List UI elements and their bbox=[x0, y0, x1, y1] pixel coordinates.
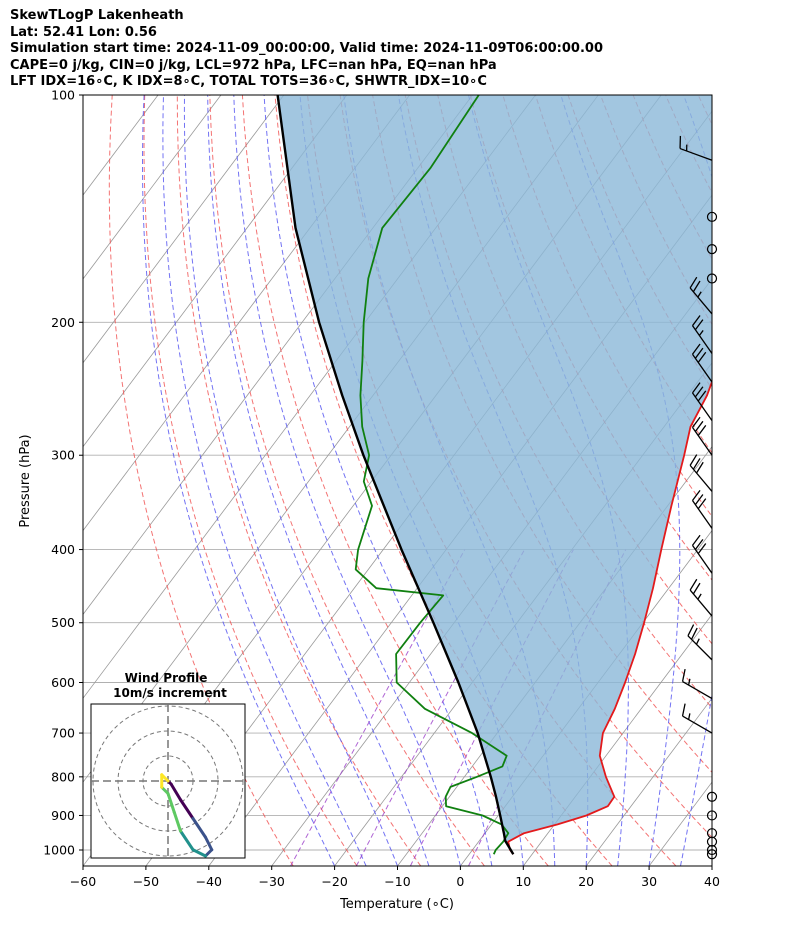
hodograph-trace bbox=[191, 848, 207, 858]
hodograph-subtitle: 10m/s increment bbox=[113, 686, 227, 700]
y-tick-label: 300 bbox=[51, 448, 75, 463]
wind-barb bbox=[689, 578, 713, 617]
y-tick-label: 100 bbox=[51, 88, 75, 103]
wind-barb bbox=[706, 211, 718, 222]
isotherm-line bbox=[83, 95, 222, 280]
chart-title: SkewTLogP Lakenheath bbox=[10, 8, 184, 23]
parcel-profile bbox=[276, 95, 515, 855]
isotherm-line bbox=[83, 95, 348, 448]
dry-adiabat-line bbox=[209, 95, 485, 866]
y-axis-title: Pressure (hPa) bbox=[18, 434, 33, 527]
dry-adiabat-line bbox=[143, 95, 358, 866]
wind-barb bbox=[687, 624, 713, 661]
isotherm-line bbox=[711, 865, 712, 866]
x-tick-label: −30 bbox=[259, 874, 285, 889]
x-tick-label: 20 bbox=[578, 874, 594, 889]
y-tick-label: 800 bbox=[51, 769, 75, 784]
temperature-profile bbox=[507, 379, 712, 855]
y-tick-label: 500 bbox=[51, 615, 75, 630]
moist-adiabat-line bbox=[711, 863, 712, 866]
cin-shading bbox=[277, 95, 712, 855]
hodograph-trace bbox=[204, 835, 214, 852]
wind-barb bbox=[681, 668, 713, 700]
mixing-ratio-line bbox=[355, 549, 525, 866]
dry-adiabat-line bbox=[731, 95, 794, 866]
wind-barb bbox=[706, 791, 718, 802]
hodograph-title: Wind Profile bbox=[125, 671, 208, 685]
y-tick-label: 700 bbox=[51, 726, 75, 741]
wind-barb bbox=[689, 454, 713, 492]
moist-adiabat-line bbox=[162, 95, 367, 866]
wind-barb bbox=[691, 416, 713, 456]
x-tick-label: −40 bbox=[196, 874, 222, 889]
wind-barb bbox=[706, 849, 718, 860]
hodograph-trace bbox=[166, 792, 176, 814]
x-tick-label: 0 bbox=[456, 874, 464, 889]
isotherm-line bbox=[522, 613, 712, 866]
y-tick-label: 600 bbox=[51, 675, 75, 690]
wind-barb bbox=[706, 273, 718, 284]
hodograph-trace bbox=[169, 782, 182, 802]
x-tick-label: 40 bbox=[704, 874, 720, 889]
x-tick-label: −10 bbox=[384, 874, 410, 889]
hodograph-trace bbox=[172, 810, 182, 833]
location-line: Lat: 52.41 Lon: 0.56 bbox=[10, 24, 157, 40]
dry-adiabat-line bbox=[274, 95, 613, 866]
x-tick-label: 10 bbox=[515, 874, 531, 889]
moist-adiabat-line bbox=[207, 95, 430, 866]
wind-barb bbox=[691, 489, 713, 529]
x-tick-label: −20 bbox=[321, 874, 347, 889]
y-tick-label: 1000 bbox=[43, 843, 75, 858]
y-tick-label: 200 bbox=[51, 315, 75, 330]
wind-barb bbox=[691, 315, 713, 354]
hodograph-trace bbox=[179, 829, 195, 852]
isotherm-line bbox=[585, 697, 712, 866]
wind-profile-inset: Wind Profile 10m/s increment bbox=[90, 671, 246, 859]
indices-line-2: LFT IDX=16∘C, K IDX=8∘C, TOTAL TOTS=36∘C… bbox=[10, 74, 487, 89]
x-tick-label: −60 bbox=[70, 874, 96, 889]
dewpoint-profile bbox=[354, 95, 510, 855]
mixing-ratio-line bbox=[290, 549, 466, 866]
x-tick-label: 30 bbox=[641, 874, 657, 889]
wind-barb bbox=[681, 703, 713, 734]
moist-adiabat-line bbox=[263, 95, 493, 866]
y-tick-label: 900 bbox=[51, 808, 75, 823]
hodograph-trace bbox=[179, 798, 195, 820]
chart-header: SkewTLogP Lakenheath Lat: 52.41 Lon: 0.5… bbox=[10, 8, 603, 91]
dry-adiabat-line bbox=[697, 95, 712, 126]
indices-line-1: CAPE=0 j/kg, CIN=0 j/kg, LCL=972 hPa, LF… bbox=[10, 57, 497, 73]
hodograph-trace bbox=[191, 817, 207, 839]
x-tick-label: −50 bbox=[133, 874, 159, 889]
wind-barb bbox=[689, 276, 713, 315]
wind-barb bbox=[706, 828, 718, 839]
wind-barb bbox=[679, 135, 713, 161]
moist-adiabat-line bbox=[233, 95, 461, 866]
wind-barb bbox=[691, 343, 713, 383]
wind-barb bbox=[691, 534, 713, 574]
x-axis-title: Temperature (∘C) bbox=[339, 897, 454, 912]
dry-adiabat-line bbox=[307, 95, 677, 866]
wind-barb bbox=[706, 810, 718, 821]
isotherm-line bbox=[83, 95, 285, 364]
hodograph-trace bbox=[160, 773, 170, 783]
wind-barb bbox=[706, 244, 718, 255]
moist-adiabat-line bbox=[183, 95, 398, 866]
y-tick-label: 400 bbox=[51, 542, 75, 557]
wind-barb bbox=[706, 844, 718, 856]
wind-barb bbox=[691, 382, 713, 422]
dry-adiabat-line bbox=[108, 95, 294, 866]
time-line: Simulation start time: 2024-11-09_00:00:… bbox=[10, 41, 603, 56]
moist-adiabat-line bbox=[142, 95, 336, 866]
